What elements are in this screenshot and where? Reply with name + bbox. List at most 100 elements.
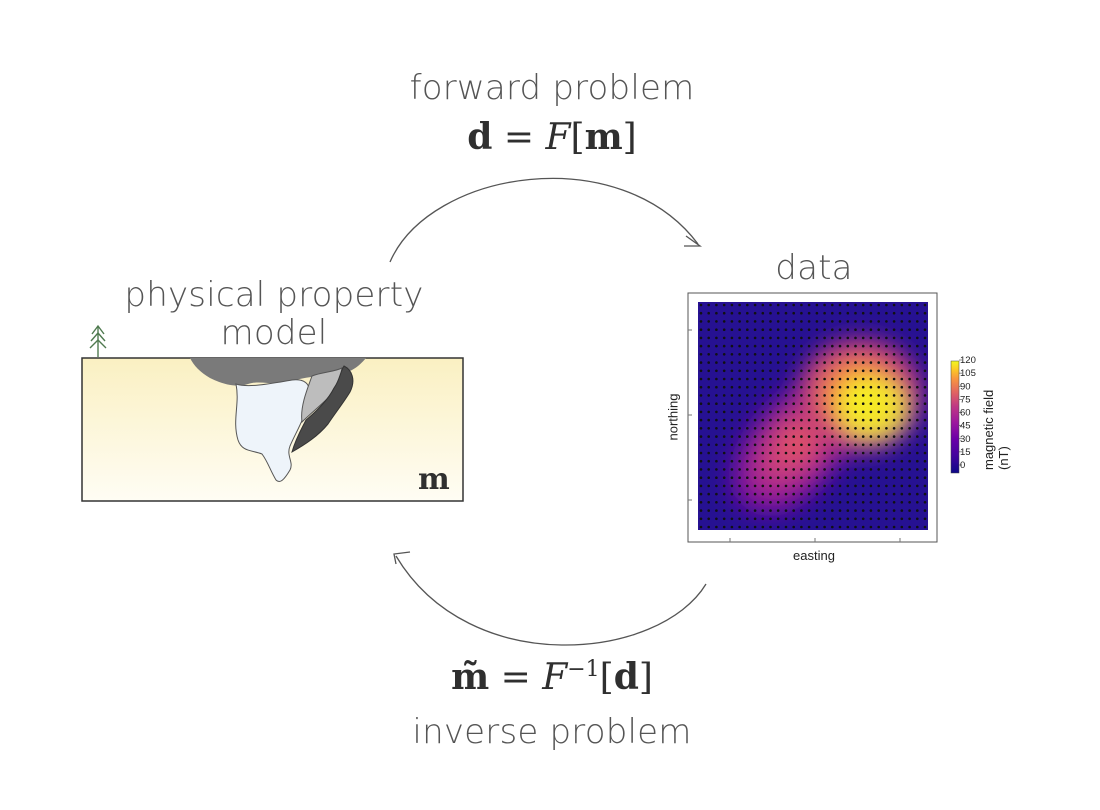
station-dot (908, 402, 911, 406)
station-dot (869, 336, 873, 340)
station-dot (761, 517, 765, 521)
station-dot (908, 369, 911, 373)
model-symbol: m (418, 462, 450, 497)
station-dot (746, 369, 749, 373)
station-dot (807, 509, 811, 512)
station-dot (707, 303, 710, 307)
station-dot (869, 509, 873, 512)
station-dot (807, 459, 811, 463)
station-dot (784, 459, 788, 463)
station-dot (885, 418, 888, 422)
station-dot (699, 311, 703, 315)
station-dot (707, 394, 710, 397)
station-dot (854, 418, 857, 422)
station-dot (769, 344, 772, 348)
station-dot (916, 509, 919, 512)
station-dot (923, 369, 927, 373)
station-dot (823, 459, 826, 463)
station-dot (861, 369, 865, 373)
station-dot (854, 377, 857, 381)
station-dot (846, 410, 850, 414)
station-dot (846, 476, 850, 480)
station-dot (707, 336, 710, 340)
station-dot (877, 509, 880, 512)
station-dot (738, 525, 741, 529)
station-dot (746, 418, 749, 422)
station-dot (831, 451, 834, 455)
station-dot (869, 303, 873, 307)
station-dot (715, 320, 718, 323)
station-dot (877, 525, 880, 529)
station-dot (885, 353, 888, 356)
station-dot (892, 320, 896, 323)
station-dot (784, 443, 788, 447)
station-dot (923, 353, 927, 356)
station-dot (800, 484, 803, 488)
station-dot (885, 394, 888, 397)
station-dot (738, 484, 741, 488)
station-dot (854, 476, 857, 480)
station-dot (900, 361, 904, 364)
station-dot (831, 320, 834, 323)
station-dot (699, 427, 703, 430)
station-dot (900, 369, 904, 373)
station-dot (815, 517, 819, 521)
station-dot (831, 336, 834, 340)
station-dot (815, 410, 819, 414)
station-dot (885, 336, 888, 340)
station-dot (707, 459, 710, 463)
station-dot (784, 344, 788, 348)
station-dot (861, 517, 865, 521)
station-dot (784, 336, 788, 340)
station-dot (776, 443, 780, 447)
station-dot (900, 509, 904, 512)
station-dot (776, 517, 780, 521)
station-dot (885, 492, 888, 496)
station-dot (815, 361, 819, 364)
station-dot (823, 435, 826, 438)
station-dot (869, 311, 873, 315)
station-dot (923, 336, 927, 340)
station-dot (815, 525, 819, 529)
station-dot (769, 361, 772, 364)
station-dot (861, 484, 865, 488)
station-dot (746, 394, 749, 397)
station-dot (892, 509, 896, 512)
station-dot (792, 484, 795, 488)
station-dot (869, 525, 873, 529)
station-dot (784, 435, 788, 438)
station-dot (846, 385, 850, 389)
station-dot (753, 476, 757, 480)
station-dot (730, 402, 734, 406)
station-dot (784, 361, 788, 364)
station-dot (792, 361, 795, 364)
station-dot (815, 501, 819, 504)
station-dot (753, 394, 757, 397)
station-dot (769, 509, 772, 512)
station-dot (792, 459, 795, 463)
station-dot (722, 484, 726, 488)
station-dot (838, 484, 842, 488)
station-dot (854, 369, 857, 373)
station-dot (730, 418, 734, 422)
station-dot (761, 353, 765, 356)
station-dot (869, 402, 873, 406)
station-dot (792, 369, 795, 373)
station-dot (923, 443, 927, 447)
station-dot (800, 418, 803, 422)
station-dot (861, 394, 865, 397)
eq-operator: F (542, 657, 568, 698)
station-dot (838, 501, 842, 504)
station-dot (846, 435, 850, 438)
station-dot (807, 344, 811, 348)
station-dot (831, 353, 834, 356)
station-dot (769, 525, 772, 529)
station-dot (807, 484, 811, 488)
station-dot (722, 394, 726, 397)
station-dot (846, 394, 850, 397)
station-dot (916, 418, 919, 422)
station-dot (792, 443, 795, 447)
station-dot (753, 328, 757, 332)
station-dot (753, 468, 757, 471)
station-dot (885, 385, 888, 389)
